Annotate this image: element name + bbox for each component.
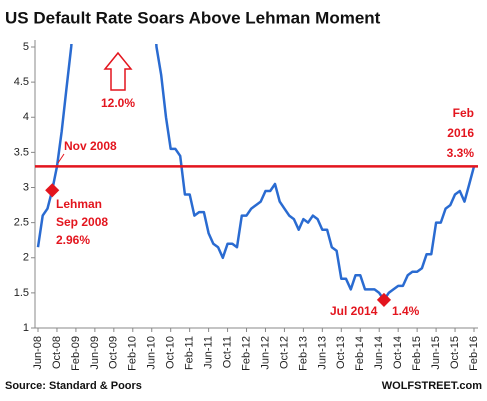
x-tick-label: Feb-09 [70,336,82,371]
y-tick-label: 5 [23,41,29,53]
x-tick-label: Feb-16 [468,336,480,371]
x-tick-label: Jun-13 [316,336,328,370]
x-tick-label: Oct-08 [51,336,63,369]
off-chart-arrow [103,51,133,91]
x-tick-label: Feb-14 [354,336,366,371]
y-tick-label: 3 [23,181,29,193]
x-tick-label: Jun-09 [89,336,101,370]
x-tick-label: Jun-11 [203,336,215,369]
x-tick-label: Oct-13 [335,336,347,369]
annotation: Lehman [56,197,102,211]
x-tick-label: Oct-10 [165,336,177,369]
y-tick-label: 4 [23,111,29,123]
y-tick-label: 4.5 [14,76,29,88]
chart-title: US Default Rate Soars Above Lehman Momen… [5,8,381,27]
x-tick-label: Oct-15 [449,336,461,369]
annotation: 1.4% [392,304,420,318]
x-tick-label: Oct-11 [221,336,233,368]
y-tick-label: 3.5 [14,146,29,158]
x-tick-label: Feb-12 [240,336,252,371]
x-tick-label: Jun-15 [430,336,442,370]
x-tick-label: Feb-13 [297,336,309,371]
x-tick-label: Feb-11 [184,336,196,370]
x-tick-label: Oct-09 [108,336,120,369]
data-line [36,44,476,302]
x-tick-label: Jun-10 [146,336,158,370]
annotation: Nov 2008 [64,139,117,153]
annotation: Sep 2008 [56,215,108,229]
source: Source: Standard & Poors [5,380,142,392]
point-marker [45,183,60,198]
x-tick-label: Jun-12 [259,336,271,370]
x-tick-label: Oct-12 [278,336,290,369]
credit: WOLFSTREET.com [382,380,482,392]
y-tick-label: 2 [23,252,29,264]
x-tick-label: Oct-14 [392,336,404,369]
annotation: Jul 2014 [330,304,378,318]
x-tick-label: Jun-08 [32,336,44,370]
annotation-leader [57,153,65,164]
y-tick-label: 1 [23,322,29,334]
annotation: 2.96% [56,233,90,247]
y-tick-label: 2.5 [14,217,29,229]
annotation: 3.3% [447,146,475,160]
annotation: Feb [453,106,474,120]
annotation: 2016 [447,126,474,140]
point-marker [376,292,392,307]
annotation: 12.0% [101,96,135,110]
x-tick-label: Jun-14 [373,336,385,370]
x-tick-label: Feb-15 [411,336,423,371]
y-tick-label: 1.5 [14,287,29,299]
x-tick-label: Feb-10 [127,336,139,371]
plot-area [36,44,476,302]
